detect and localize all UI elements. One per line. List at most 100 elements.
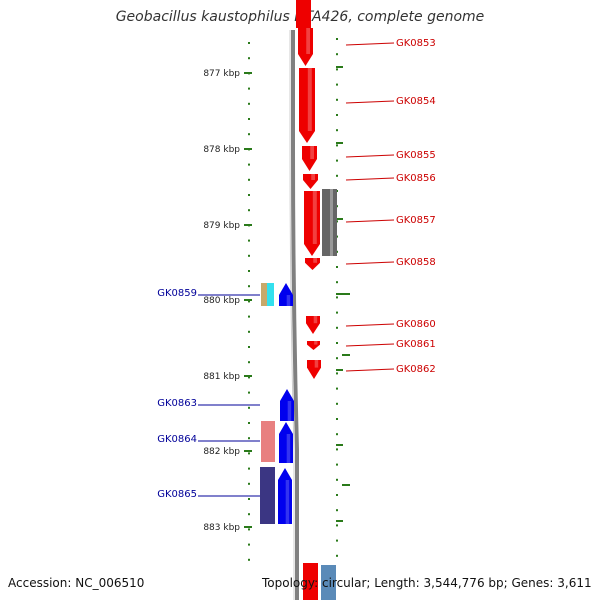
minor-tick [248, 163, 250, 166]
minor-tick [248, 558, 250, 561]
minor-tick [336, 372, 338, 375]
gene-feature-gk0858 [305, 258, 320, 270]
minor-tick [336, 342, 338, 344]
minor-tick [248, 285, 250, 288]
major-tick [244, 148, 252, 150]
minor-tick [248, 42, 250, 44]
tick-marks: 877 kbp 878 kbp 879 kbp 880 kbp 881 kbp 882 k… [203, 38, 350, 561]
kbp-tick-label: 883 kbp [203, 523, 240, 533]
kbp-tick-label: 877 kbp [203, 69, 240, 79]
minor-tick [248, 254, 250, 257]
gene-feature-gk0854 [299, 68, 315, 143]
gene-feature-gk0861-shade [314, 341, 318, 345]
minor-tick [336, 129, 338, 132]
gene-feature-gk0865 [278, 468, 292, 524]
gene-label-gk0856: GK0856 [396, 173, 436, 184]
gene-feature-gk0860 [306, 316, 320, 334]
pink-feature [261, 421, 275, 462]
gene-feature-gk0854-shade [307, 68, 312, 131]
major-tick [342, 484, 350, 486]
minor-tick [336, 524, 338, 527]
gene-feature-gk0862-shade [314, 360, 319, 368]
minor-tick [336, 68, 338, 71]
gene-label-gk0857: GK0857 [396, 215, 436, 226]
gene-feature-gk0855-shade [310, 146, 314, 159]
minor-tick [248, 270, 250, 272]
major-tick [244, 375, 252, 377]
minor-tick [248, 376, 250, 379]
gene-feature-gk0856 [303, 174, 318, 189]
gene-feature-gk0863-shade [287, 401, 292, 421]
gene-feature-gk0864 [279, 422, 293, 463]
minor-tick [248, 406, 250, 409]
minor-tick [336, 448, 338, 451]
minor-tick [336, 387, 338, 390]
gene-feature-gk0863 [280, 389, 294, 421]
major-tick [244, 72, 252, 74]
gene-labels: GK0853 GK0854 GK0855 GK0856 GK0857 GK0858 GK08… [157, 38, 436, 500]
tan-feature [261, 283, 267, 306]
major-tick [336, 520, 343, 522]
gene-label-gk0862: GK0862 [396, 364, 436, 375]
minor-tick [336, 326, 338, 329]
major-tick [244, 224, 252, 226]
minor-tick [336, 159, 338, 162]
leader-line [345, 154, 395, 158]
genome-backbone [291, 30, 299, 600]
minor-tick [248, 498, 250, 500]
minor-tick [336, 311, 338, 314]
major-tick [336, 293, 343, 295]
major-tick [336, 66, 343, 68]
minor-tick [248, 330, 250, 333]
gene-label-gk0863: GK0863 [157, 398, 197, 409]
minor-tick [248, 467, 250, 470]
gene-label-gk0861: GK0861 [396, 339, 436, 350]
gene-feature-gk0853 [298, 28, 313, 66]
minor-tick [248, 239, 250, 242]
minor-tick [248, 346, 250, 348]
kbp-tick-label: 881 kbp [203, 372, 240, 382]
accession-text: Accession: NC_006510 [8, 576, 145, 590]
minor-tick [336, 53, 338, 56]
minor-tick [248, 315, 250, 318]
gene-feature-gk0861 [307, 341, 320, 350]
gene-feature-gk0857-shade [312, 191, 317, 244]
minor-tick [248, 87, 250, 90]
minor-tick [248, 513, 250, 516]
minor-tick [336, 554, 338, 557]
minor-tick [248, 422, 250, 424]
gene-label-gk0855: GK0855 [396, 150, 436, 161]
major-tick [342, 354, 350, 356]
minor-tick [248, 361, 250, 364]
navy-feature [260, 467, 275, 524]
major-tick [336, 142, 343, 144]
minor-tick [336, 418, 338, 420]
minor-tick [248, 300, 250, 303]
minor-tick [248, 452, 250, 455]
minor-tick [336, 38, 338, 40]
major-tick [336, 369, 343, 371]
gene-feature-bottom-blue [321, 565, 336, 600]
major-tick [342, 293, 350, 295]
minor-tick [336, 402, 338, 405]
minor-tick [248, 133, 250, 136]
minor-tick [248, 178, 250, 181]
major-tick [244, 450, 252, 452]
gene-features [260, 0, 337, 600]
leader-line [345, 219, 395, 223]
gene-feature-gk0865-shade [285, 480, 290, 524]
minor-tick [336, 98, 338, 101]
summary-text: Topology: circular; Length: 3,544,776 bp… [262, 576, 592, 590]
minor-tick [248, 482, 250, 485]
minor-tick [248, 391, 250, 394]
leader-line [345, 261, 395, 265]
minor-tick [336, 433, 338, 436]
major-tick [336, 218, 343, 220]
gene-label-gk0854: GK0854 [396, 96, 436, 107]
minor-tick [336, 357, 338, 360]
gene-label-gk0865: GK0865 [157, 489, 197, 500]
gene-feature-gk0857 [304, 191, 320, 256]
leader-line [345, 368, 395, 372]
kbp-tick-label: 879 kbp [203, 221, 240, 231]
